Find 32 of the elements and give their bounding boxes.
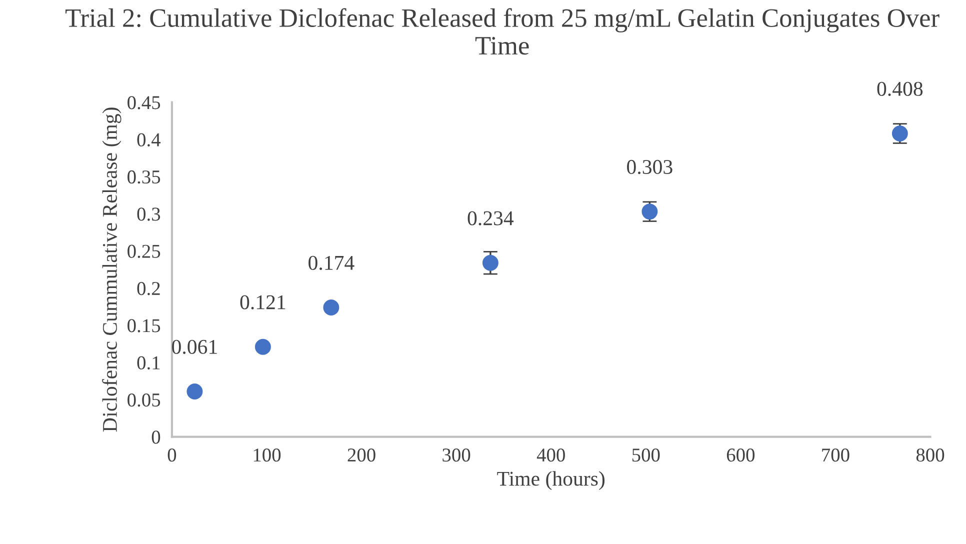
x-tick-label: 700 <box>822 448 850 462</box>
point <box>186 384 203 400</box>
x-tick-label: 400 <box>536 448 565 462</box>
data-label: 0.121 <box>240 295 286 310</box>
chart-title: Trial 2: Cumulative Diclofenac Released from 25 mg/mL Gelatin Conjugates Over Time <box>66 8 940 55</box>
y-tick-label: 0.15 <box>128 319 160 332</box>
x-tick-label: 800 <box>916 448 944 462</box>
y-tick-label: 0.45 <box>128 96 160 110</box>
point <box>482 254 498 271</box>
y-tick-label: 0.35 <box>128 170 160 184</box>
data-label: 0.234 <box>468 211 514 226</box>
y-tick-label: 0 <box>152 430 160 444</box>
y-tick-label: 0.25 <box>128 244 160 258</box>
x-tick-label: 100 <box>254 448 281 462</box>
data-label: 0.061 <box>172 340 217 354</box>
x-axis-title: Time (hours) <box>497 471 604 490</box>
y-tick-label: 0.05 <box>128 393 160 407</box>
y-axis-title: Diclofenac Cummulative Release (mg) <box>102 108 122 432</box>
y-tick-label: 0.2 <box>137 282 160 296</box>
x-tick-label: 600 <box>726 448 755 462</box>
data-label: 0.174 <box>308 256 354 270</box>
x-tick-label: 300 <box>442 448 470 462</box>
y-tick-label: 0.4 <box>137 133 161 146</box>
data-label: 0.303 <box>627 160 672 174</box>
x-tick-label: 500 <box>632 448 660 462</box>
y-tick-label: 0.1 <box>137 356 160 370</box>
x-tick-label: 0 <box>168 448 176 462</box>
point <box>254 338 271 355</box>
y-tick-label: 0.3 <box>137 208 160 221</box>
data-label: 0.408 <box>877 82 923 96</box>
point <box>323 299 340 316</box>
x-tick-label: 200 <box>348 448 376 462</box>
